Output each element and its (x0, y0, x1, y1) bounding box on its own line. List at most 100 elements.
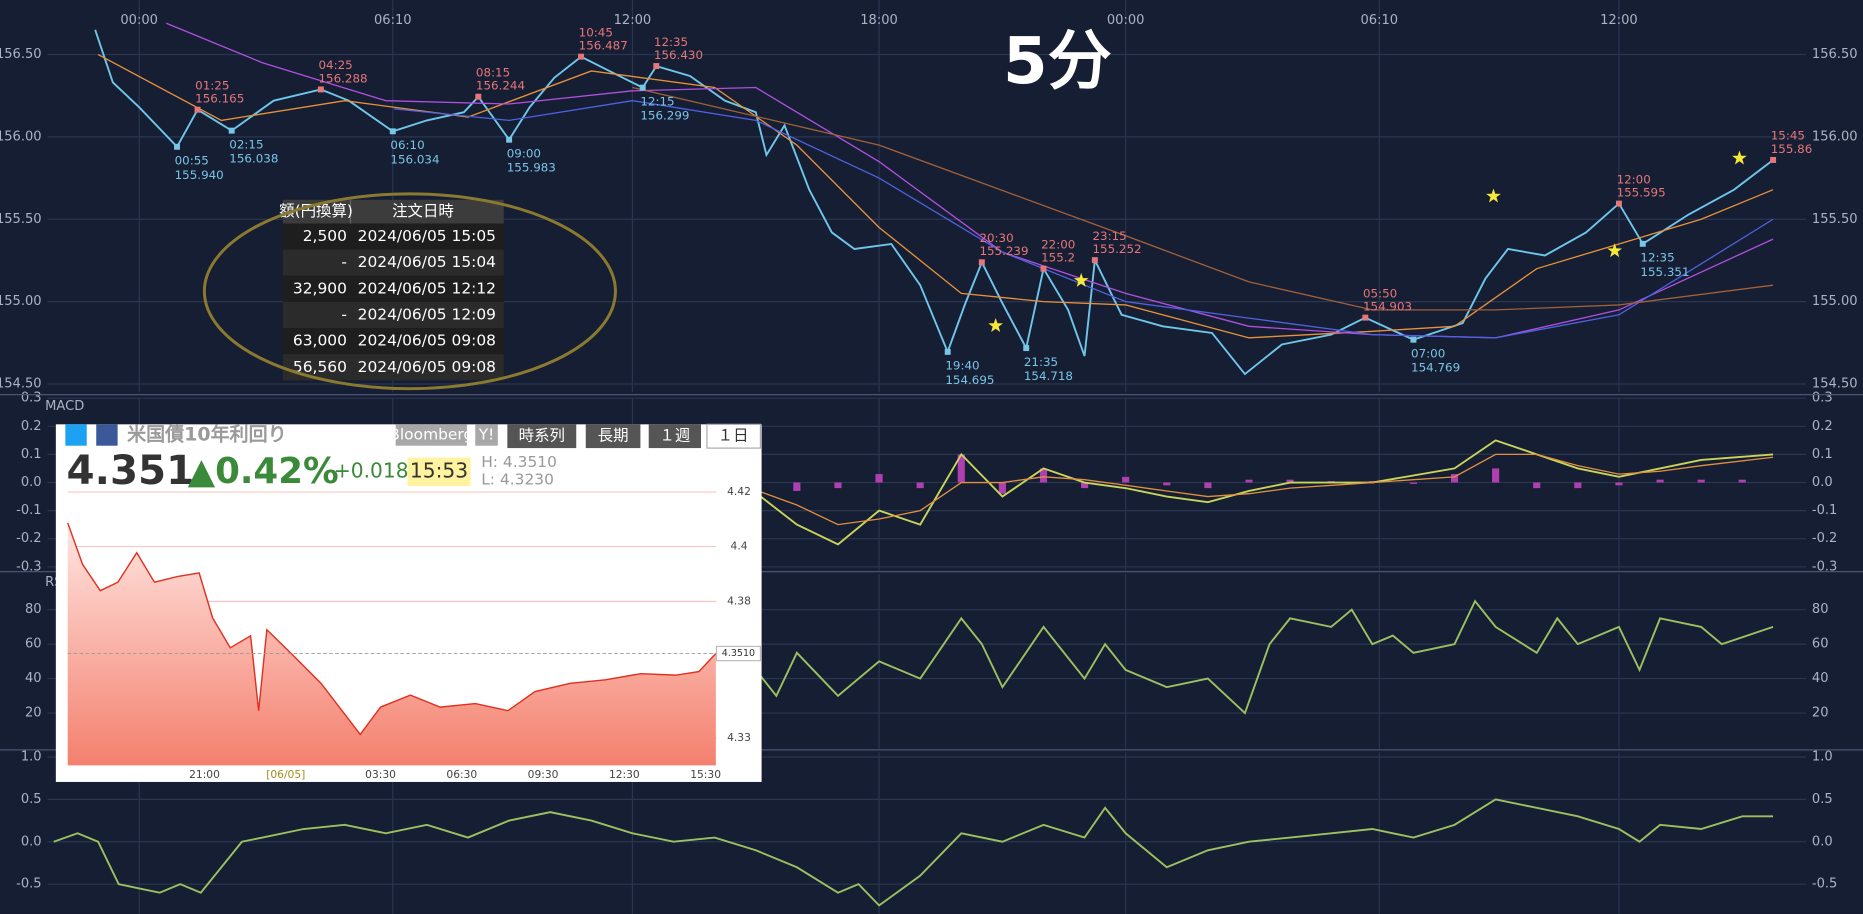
extreme-price: 155.239 (979, 244, 1028, 258)
tab-label[interactable]: １日 (718, 427, 749, 445)
x-tick-label: 06:10 (1361, 13, 1399, 28)
table-header-cell: 注文日時 (392, 202, 454, 220)
yield-low: L: 4.3230 (481, 471, 554, 489)
y-tick-label: 0.0 (21, 475, 42, 490)
yield-time: 15:53 (410, 458, 468, 482)
y-tick-label: 0.0 (21, 834, 42, 849)
x-tick-label: 21:00 (189, 768, 220, 781)
x-tick-label: 06:30 (446, 768, 477, 781)
histogram-bar (998, 482, 1006, 494)
table-header (282, 199, 504, 224)
source-button[interactable] (395, 424, 467, 446)
extreme-price: 154.718 (1024, 369, 1073, 383)
yield-change-pct: ▲0.42% (188, 451, 339, 492)
table-cell: 2,500 (303, 227, 347, 245)
x-tick-label: 18:00 (860, 13, 898, 28)
timeframe-label: 5分 (1003, 24, 1112, 99)
facebook-button[interactable] (96, 424, 118, 446)
time-box (407, 457, 471, 487)
extreme-marker (1023, 345, 1030, 352)
extreme-price: 155.595 (1617, 185, 1666, 199)
y-tick-label: 1.0 (21, 749, 42, 764)
y-tick-label: -0.1 (1812, 503, 1837, 518)
table-cell: 63,000 (293, 332, 347, 350)
tab-active[interactable] (706, 423, 762, 449)
y-tick-label: 0.3 (21, 391, 42, 406)
tab[interactable] (507, 424, 577, 449)
y-tick-label: 4.42 (727, 485, 751, 498)
extreme-price: 156.038 (229, 152, 278, 166)
extreme-marker (228, 127, 235, 134)
table-row (282, 249, 504, 276)
y-tick-label: 4.4 (731, 540, 748, 553)
tab[interactable] (648, 424, 702, 449)
table-cell: 2024/06/05 12:12 (358, 279, 496, 297)
table-cell: 2024/06/05 09:08 (358, 332, 496, 350)
extreme-marker (174, 143, 180, 150)
twitter-button[interactable] (65, 424, 87, 446)
current-label-box (715, 645, 762, 662)
y-tick-label: 1.0 (1812, 749, 1833, 764)
table-cell: - (341, 306, 347, 324)
extreme-price: 154.903 (1363, 299, 1412, 313)
histogram-bar (1409, 482, 1417, 484)
x-tick-label: 03:30 (365, 768, 396, 781)
extreme-time: 12:35 (654, 35, 688, 49)
y-tick-label: 0.0 (1812, 475, 1833, 490)
histogram-bar (1492, 468, 1500, 483)
tab[interactable] (585, 424, 641, 449)
series-line (734, 439, 1774, 546)
yield-area (67, 522, 716, 766)
y-tick-label: 155.50 (1812, 212, 1858, 227)
y-tick-label: 60 (1812, 637, 1829, 652)
extreme-marker (1639, 240, 1646, 247)
extreme-time: 22:00 (1041, 237, 1075, 251)
extreme-marker (944, 348, 951, 355)
extreme-time: 23:15 (1092, 229, 1126, 243)
y-tick-label: 4.38 (727, 594, 751, 607)
bond-widget: 米国債10年利回り Bloomberg Y! 時系列 長期 １週 １日 4.35… (55, 423, 762, 782)
y-tick-label: 0.1 (21, 447, 42, 462)
source-button[interactable] (475, 424, 498, 446)
bond-chart: 4.33 4.38 4.4 4.42 21:00 [06/05] 03:30 06:30 09:… (67, 485, 762, 781)
extreme-time: 05:50 (1363, 286, 1397, 300)
table-row (282, 275, 504, 302)
y-tick-label: 80 (25, 602, 42, 617)
extreme-price: 155.983 (507, 161, 556, 175)
histogram-bar (1656, 479, 1664, 483)
y-tick-label: 156.50 (1812, 47, 1858, 62)
histogram-bar (1738, 479, 1746, 483)
x-tick-label: 15:30 (690, 768, 721, 781)
tab-label[interactable]: １週 (659, 427, 690, 445)
source-label[interactable]: Bloomberg (389, 426, 473, 444)
extreme-time: 10:45 (579, 25, 613, 39)
yield-change: +0.018 (334, 458, 409, 482)
extreme-marker (1091, 257, 1098, 264)
y-tick-label: 155.00 (1812, 294, 1858, 309)
series-line (53, 798, 1774, 907)
source-label[interactable]: Y! (478, 426, 495, 444)
y-tick-label: 20 (1812, 706, 1829, 721)
y-tick-label: 40 (1812, 671, 1829, 686)
y-tick-label: -0.1 (16, 503, 41, 518)
extreme-time: 04:25 (318, 58, 352, 72)
x-tick-label: [06/05] (266, 768, 305, 781)
y-tick-label: 0.5 (1812, 792, 1833, 807)
table-cell: 2024/06/05 15:04 (358, 253, 496, 271)
y-tick-label: 0.2 (21, 419, 42, 434)
y-tick-label: -0.5 (16, 877, 41, 892)
extreme-time: 19:40 (945, 359, 979, 373)
extreme-price: 156.034 (390, 152, 439, 166)
y-tick-label: 154.50 (1812, 377, 1858, 392)
tab-label[interactable]: 時系列 (519, 427, 565, 445)
extreme-price: 155.86 (1771, 142, 1813, 156)
signal-star (1732, 150, 1747, 165)
histogram-bar (1697, 479, 1705, 483)
histogram-bar (834, 482, 842, 489)
signal-icons (988, 150, 1747, 333)
extreme-price: 155.940 (175, 168, 224, 182)
tab-label[interactable]: 長期 (598, 427, 629, 445)
extreme-time: 06:10 (390, 138, 424, 152)
